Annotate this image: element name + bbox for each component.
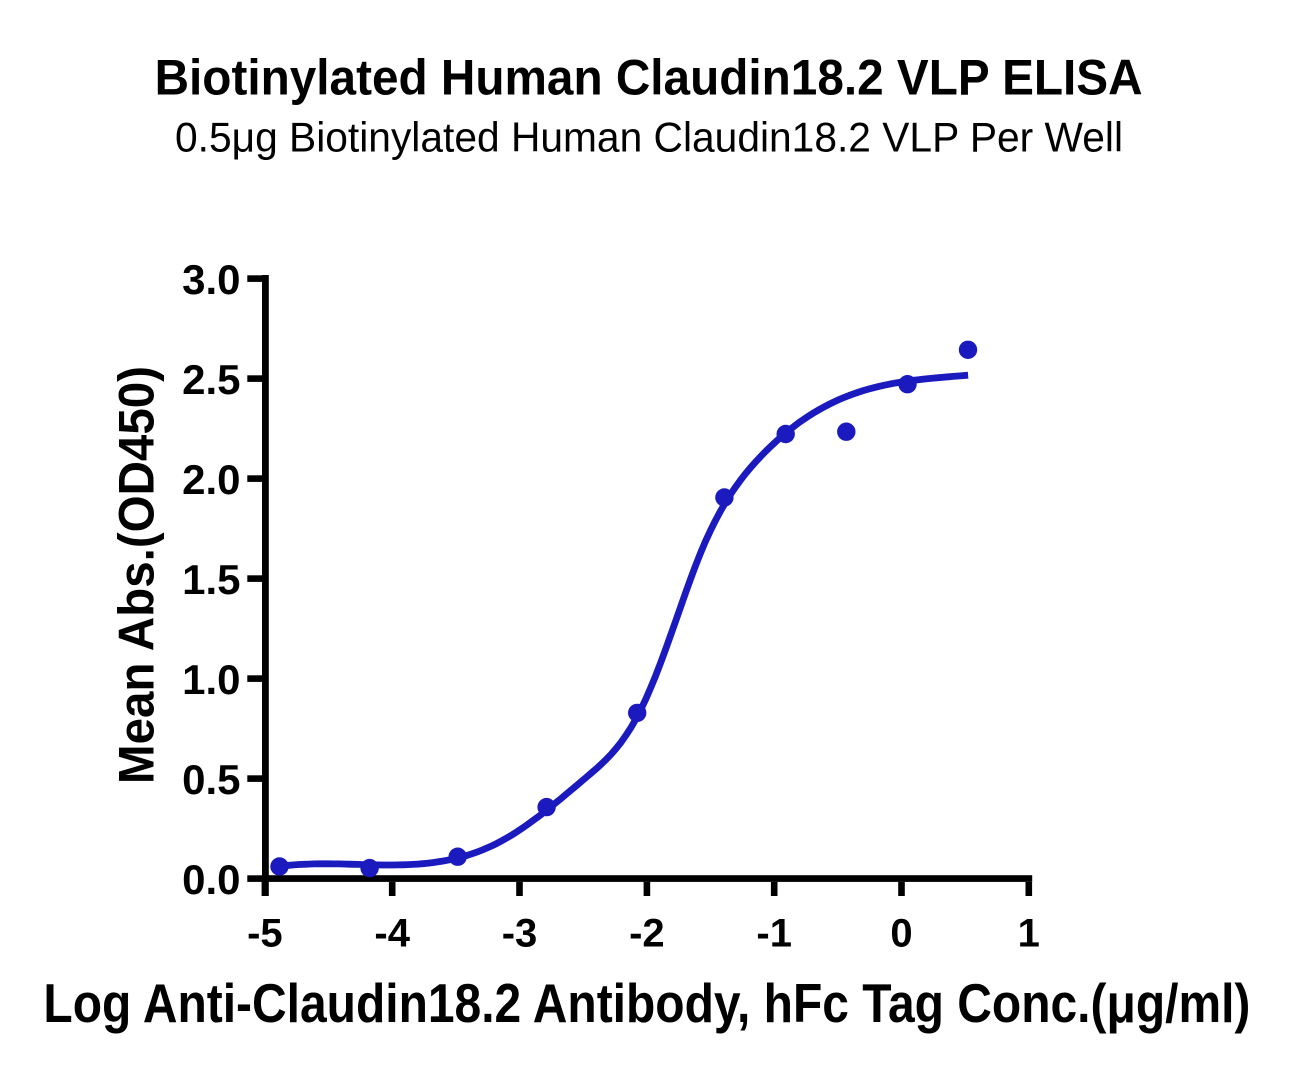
svg-text:3.0: 3.0 xyxy=(182,256,240,303)
svg-text:Log Anti-Claudin18.2 Antibody,: Log Anti-Claudin18.2 Antibody, hFc Tag C… xyxy=(43,972,1250,1034)
svg-text:-3: -3 xyxy=(502,912,538,956)
svg-text:Mean Abs.(OD450): Mean Abs.(OD450) xyxy=(109,366,165,784)
svg-text:2.5: 2.5 xyxy=(182,356,240,403)
svg-text:-5: -5 xyxy=(247,912,283,956)
svg-text:-1: -1 xyxy=(756,912,792,956)
svg-text:0.5μg Biotinylated Human Claud: 0.5μg Biotinylated Human Claudin18.2 VLP… xyxy=(175,114,1123,161)
svg-text:1: 1 xyxy=(1018,912,1040,956)
svg-text:-2: -2 xyxy=(629,912,665,956)
svg-text:0.5: 0.5 xyxy=(182,756,240,803)
svg-text:0.0: 0.0 xyxy=(182,856,240,903)
svg-text:-4: -4 xyxy=(374,912,410,956)
svg-text:0: 0 xyxy=(890,912,912,956)
svg-text:Biotinylated Human Claudin18.2: Biotinylated Human Claudin18.2 VLP ELISA xyxy=(155,50,1143,106)
svg-text:1.0: 1.0 xyxy=(182,656,240,703)
svg-text:1.5: 1.5 xyxy=(182,556,240,603)
svg-text:2.0: 2.0 xyxy=(182,456,240,503)
